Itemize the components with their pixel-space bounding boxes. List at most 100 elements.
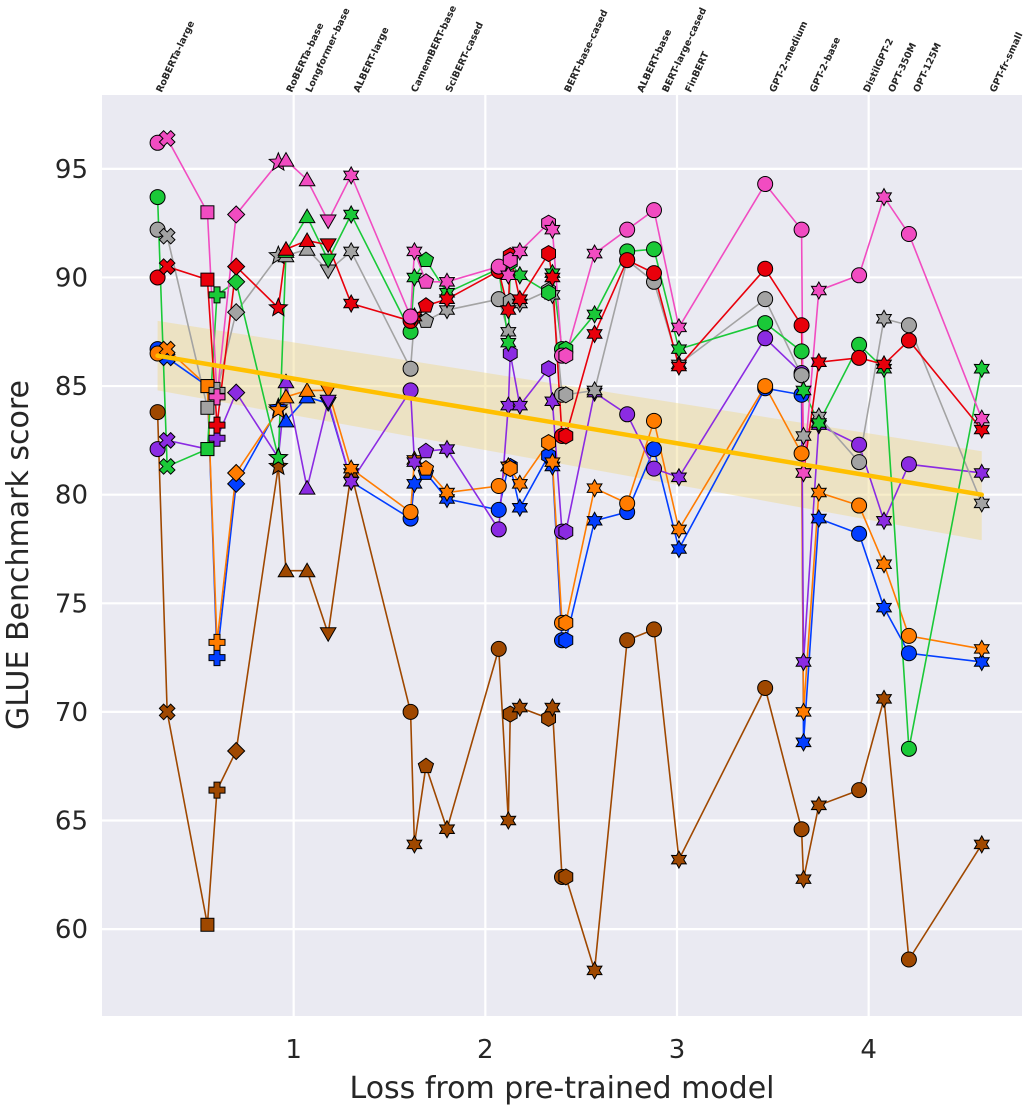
point-7-22 bbox=[586, 960, 603, 980]
point-0-9 bbox=[342, 293, 360, 314]
trend-line-path bbox=[155, 353, 984, 497]
y-axis-label: GLUE Benchmark score bbox=[1, 380, 36, 730]
point-7-30 bbox=[851, 782, 868, 799]
model-label-5: SciBERT-cased bbox=[444, 20, 486, 94]
point-4-21 bbox=[558, 523, 574, 541]
point-3-7 bbox=[298, 171, 316, 187]
point-6-21 bbox=[558, 631, 574, 649]
point-7-33 bbox=[973, 834, 991, 854]
point-6-33 bbox=[973, 652, 991, 672]
point-3-24 bbox=[646, 202, 662, 219]
point-2-32 bbox=[900, 317, 917, 334]
point-2-30 bbox=[851, 454, 868, 471]
point-4-33 bbox=[973, 463, 991, 483]
x-tick-labels: 1 2 3 4 bbox=[285, 1035, 877, 1065]
point-7-24 bbox=[646, 621, 662, 638]
point-1-7 bbox=[298, 208, 316, 224]
grid-lines bbox=[102, 95, 1022, 1016]
point-0-4 bbox=[226, 257, 246, 276]
series-markers-2 bbox=[149, 221, 991, 513]
trend-line bbox=[155, 353, 984, 497]
point-1-8 bbox=[319, 253, 337, 269]
point-2-33 bbox=[973, 493, 991, 513]
point-6-32 bbox=[900, 645, 917, 662]
point-0-24 bbox=[646, 265, 662, 282]
point-7-2 bbox=[200, 917, 215, 932]
point-2-4 bbox=[226, 303, 246, 322]
point-2-28 bbox=[795, 426, 812, 446]
point-1-26 bbox=[757, 315, 774, 332]
point-7-26 bbox=[757, 680, 774, 697]
point-5-4 bbox=[226, 463, 246, 483]
model-label-15: GPT-fr-small bbox=[988, 31, 1025, 95]
point-3-26 bbox=[757, 176, 774, 193]
model-label-6: BERT-base-cased bbox=[563, 8, 611, 94]
point-4-4 bbox=[226, 383, 246, 402]
point-7-12 bbox=[417, 757, 435, 774]
point-5-28 bbox=[795, 702, 812, 722]
point-4-12 bbox=[417, 442, 435, 459]
point-3-25 bbox=[670, 317, 688, 337]
point-6-24 bbox=[646, 441, 662, 458]
point-2-2 bbox=[200, 400, 215, 415]
point-5-21 bbox=[558, 614, 574, 632]
point-5-26 bbox=[757, 378, 774, 395]
point-7-8 bbox=[319, 627, 337, 643]
point-7-14 bbox=[490, 640, 507, 657]
point-3-17 bbox=[511, 241, 529, 261]
y-tick-label-0: 60 bbox=[55, 915, 88, 945]
point-5-29 bbox=[810, 482, 828, 503]
point-3-3 bbox=[208, 388, 226, 406]
series-markers-5 bbox=[149, 340, 991, 722]
point-7-11 bbox=[406, 834, 423, 854]
model-label-10: GPT-2-medium bbox=[768, 19, 811, 94]
point-0-26 bbox=[757, 260, 774, 277]
point-4-26 bbox=[757, 330, 774, 347]
point-6-17 bbox=[511, 498, 529, 518]
point-7-17 bbox=[511, 698, 529, 718]
point-5-10 bbox=[402, 504, 419, 521]
point-5-25 bbox=[670, 519, 688, 539]
point-1-2 bbox=[200, 442, 215, 457]
point-2-26 bbox=[757, 291, 774, 308]
point-7-3 bbox=[208, 781, 226, 799]
x-axis-label: Loss from pre-trained model bbox=[350, 1071, 775, 1106]
point-6-14 bbox=[490, 501, 507, 518]
point-0-15 bbox=[500, 300, 517, 320]
point-5-22 bbox=[586, 478, 603, 498]
point-1-11 bbox=[406, 267, 423, 287]
point-4-23 bbox=[619, 406, 636, 423]
point-2-13 bbox=[438, 300, 456, 320]
point-7-7 bbox=[298, 562, 316, 578]
point-7-13 bbox=[438, 819, 456, 839]
point-1-1 bbox=[158, 457, 176, 475]
point-7-29 bbox=[810, 795, 828, 815]
point-1-9 bbox=[342, 204, 360, 225]
point-7-25 bbox=[670, 850, 688, 870]
point-4-24 bbox=[646, 460, 662, 477]
point-0-6 bbox=[277, 240, 295, 256]
point-5-23 bbox=[619, 495, 636, 512]
model-label-3: ALBERT-large bbox=[352, 26, 392, 95]
point-0-32 bbox=[900, 332, 917, 349]
point-3-4 bbox=[226, 205, 246, 224]
point-5-31 bbox=[875, 554, 893, 574]
point-5-17 bbox=[511, 474, 529, 494]
point-7-6 bbox=[277, 562, 295, 578]
point-7-31 bbox=[875, 689, 893, 709]
point-3-1 bbox=[158, 129, 176, 147]
point-2-1 bbox=[158, 227, 176, 245]
point-0-8 bbox=[319, 238, 337, 254]
point-3-33 bbox=[973, 409, 991, 429]
point-4-13 bbox=[438, 439, 456, 459]
point-2-7 bbox=[298, 240, 316, 256]
point-6-28 bbox=[795, 732, 812, 752]
point-5-13 bbox=[438, 482, 456, 503]
point-4-9 bbox=[342, 472, 360, 492]
point-5-27 bbox=[793, 445, 810, 462]
point-5-30 bbox=[851, 497, 868, 514]
point-1-27 bbox=[793, 343, 810, 360]
point-0-7 bbox=[298, 232, 316, 248]
point-4-3 bbox=[208, 429, 226, 447]
point-4-25 bbox=[670, 467, 688, 487]
